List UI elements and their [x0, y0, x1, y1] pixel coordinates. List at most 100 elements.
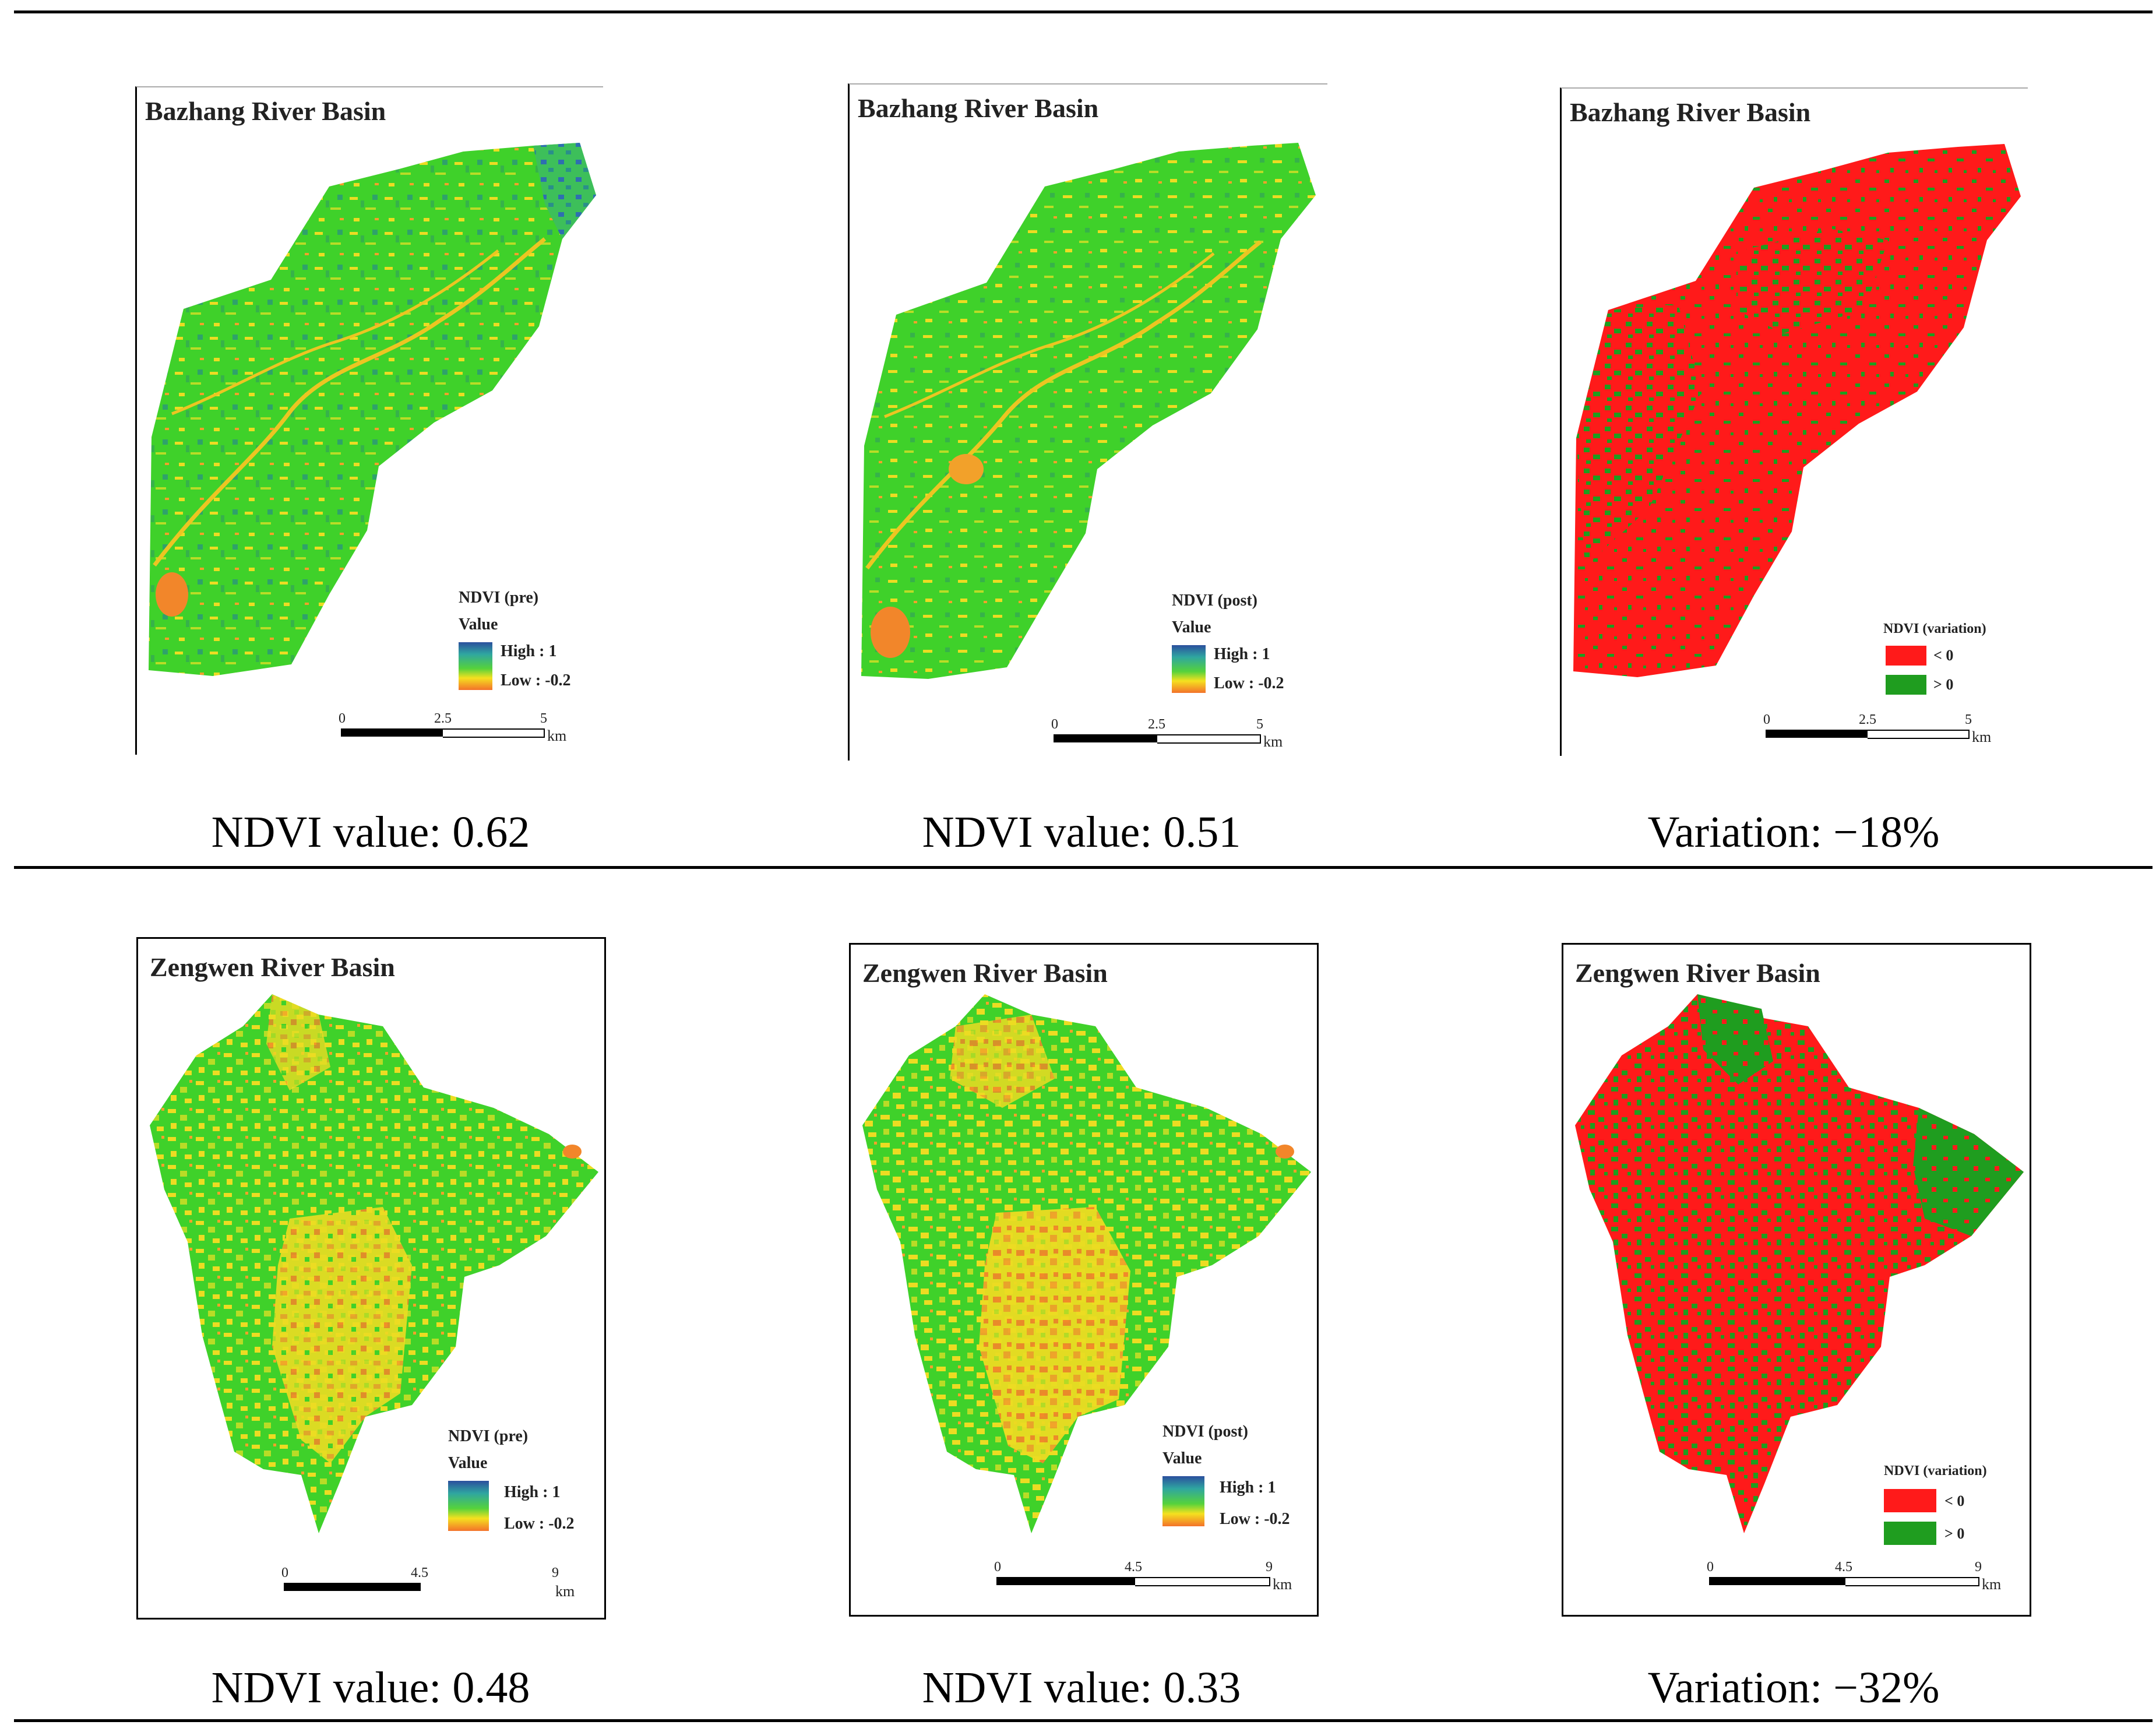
- legend: NDVI (pre) Value High : 1 Low : -0.2: [459, 589, 571, 690]
- scale-segment-black: [996, 1577, 1135, 1585]
- swatch-increase: [1884, 1522, 1936, 1545]
- map-panel-bazhang-pre: Bazhang River Basin NDVI (pre) Value Hig…: [135, 86, 603, 755]
- scale-tick-1: 4.5: [1125, 1559, 1142, 1575]
- legend-value-label: Value: [459, 615, 498, 633]
- scale-tick-2: 9: [552, 1565, 559, 1580]
- scale-tick-1: 4.5: [1835, 1559, 1852, 1575]
- panel-title: Zengwen River Basin: [862, 958, 1108, 988]
- legend-high-label: High : 1: [504, 1483, 561, 1501]
- scale-tick-0: 0: [1707, 1559, 1714, 1575]
- legend-gt-label: > 0: [1944, 1525, 1965, 1542]
- scale-bar: 0 4.5 9 km: [281, 1565, 587, 1606]
- green-dense-zone: [1736, 228, 1888, 333]
- legend-value-label: Value: [448, 1454, 488, 1472]
- scale-tick-2: 5: [540, 711, 547, 726]
- river-line: [171, 249, 499, 416]
- scale-segment-white: [1157, 734, 1261, 744]
- scale-tick-0: 0: [281, 1565, 288, 1580]
- scale-tick-0: 0: [1051, 717, 1058, 732]
- legend-title: NDVI (variation): [1884, 1463, 1987, 1478]
- caption-ndvi-pre: NDVI value: 0.62: [211, 808, 530, 857]
- swatch-decrease: [1884, 1489, 1936, 1512]
- legend-lt-label: < 0: [1933, 647, 1954, 664]
- legend-title: NDVI (pre): [448, 1427, 529, 1445]
- scale-unit: km: [1273, 1576, 1292, 1593]
- basin-shape: [1575, 994, 2024, 1533]
- legend: NDVI (variation) < 0 > 0: [1883, 621, 1986, 695]
- dry-zone: [266, 994, 330, 1090]
- table-bottom-rule: [14, 1719, 2153, 1722]
- legend: NDVI (post) Value High : 1 Low : -0.2: [1162, 1423, 1290, 1528]
- river-line: [153, 237, 547, 567]
- map-panel-zengwen-post: Zengwen River Basin NDVI (post) Value Hi…: [849, 943, 1319, 1617]
- legend-value-label: Value: [1162, 1449, 1202, 1467]
- green-dense-zone: [1576, 304, 1701, 566]
- scale-tick-1: 4.5: [411, 1565, 428, 1580]
- scale-tick-1: 2.5: [1859, 712, 1876, 727]
- legend-high-label: High : 1: [1214, 645, 1270, 663]
- orange-patch: [871, 607, 910, 658]
- caption-ndvi-post: NDVI value: 0.33: [922, 1663, 1241, 1712]
- green-dense-zone: [1913, 1108, 2024, 1236]
- panel-title: Zengwen River Basin: [150, 952, 395, 982]
- map-panel-bazhang-variation: Bazhang River Basin NDVI (variation) < 0…: [1560, 87, 2028, 756]
- legend-title: NDVI (post): [1172, 592, 1257, 610]
- scale-bar: 0 2.5 5 km: [1051, 717, 1287, 752]
- map-panel-zengwen-variation: Zengwen River Basin NDVI (variation) < 0…: [1562, 943, 2031, 1617]
- panel-title: Bazhang River Basin: [145, 96, 386, 126]
- basin-map-bazhang-variation: [1573, 144, 2021, 677]
- scale-unit: km: [547, 727, 567, 744]
- color-ramp: [448, 1481, 489, 1531]
- map-panel-zengwen-pre: Zengwen River Basin NDVI (pre) Value Hig…: [136, 937, 606, 1620]
- basin-map-bazhang-post: [861, 143, 1316, 679]
- basin-shape: [149, 143, 596, 676]
- legend-low-label: Low : -0.2: [1220, 1510, 1290, 1528]
- legend-title: NDVI (post): [1162, 1423, 1248, 1441]
- scale-tick-0: 0: [339, 711, 346, 726]
- legend-high-label: High : 1: [1220, 1478, 1276, 1497]
- river-line: [884, 252, 1215, 418]
- scale-tick-0: 0: [994, 1559, 1001, 1575]
- scale-tick-2: 5: [1965, 712, 1972, 727]
- scale-bar: 0 4.5 9 km: [1707, 1559, 2012, 1600]
- basin-map-zengwen-pre: [150, 994, 598, 1533]
- scale-segment-white: [1868, 730, 1970, 739]
- legend-low-label: Low : -0.2: [501, 671, 571, 689]
- scale-unit: km: [1263, 733, 1283, 750]
- scale-unit: km: [1982, 1576, 2002, 1593]
- legend: NDVI (pre) Value High : 1 Low : -0.2: [448, 1427, 575, 1533]
- color-ramp: [459, 642, 492, 690]
- scale-segment-white: [443, 728, 545, 738]
- river-line: [865, 240, 1262, 570]
- basin-shape: [861, 143, 1316, 679]
- scale-tick-2: 5: [1256, 717, 1263, 732]
- caption-variation: Variation: −18%: [1647, 808, 1940, 857]
- scale-tick-0: 0: [1763, 712, 1770, 727]
- scale-tick-1: 2.5: [434, 711, 452, 726]
- color-ramp: [1162, 1476, 1204, 1526]
- basin-blue-zone: [533, 143, 596, 239]
- panel-title: Bazhang River Basin: [858, 93, 1099, 123]
- legend-title: NDVI (pre): [459, 589, 539, 607]
- scale-segment-black: [1054, 734, 1157, 742]
- caption-variation: Variation: −32%: [1647, 1663, 1940, 1712]
- orange-patch: [563, 1145, 582, 1159]
- orange-patch: [1276, 1145, 1294, 1159]
- orange-patch: [949, 454, 984, 484]
- dry-zone: [950, 1015, 1055, 1108]
- panel-title: Bazhang River Basin: [1570, 97, 1811, 127]
- scale-tick-2: 9: [1975, 1559, 1982, 1575]
- scale-segment-white: [1135, 1577, 1270, 1586]
- basin-map-zengwen-variation: [1575, 994, 2024, 1533]
- legend-low-label: Low : -0.2: [1214, 674, 1284, 692]
- basin-map-zengwen-post: [862, 994, 1311, 1533]
- green-dense-zone: [1697, 994, 1773, 1085]
- scale-unit: km: [1972, 728, 1992, 745]
- scale-segment-black: [284, 1583, 421, 1591]
- legend-value-label: Value: [1172, 618, 1211, 636]
- scale-segment-black: [341, 728, 443, 737]
- scale-segment-black: [1709, 1577, 1845, 1585]
- caption-ndvi-post: NDVI value: 0.51: [922, 808, 1241, 857]
- basin-map-bazhang-pre: [149, 143, 596, 676]
- legend: NDVI (variation) < 0 > 0: [1884, 1463, 1987, 1545]
